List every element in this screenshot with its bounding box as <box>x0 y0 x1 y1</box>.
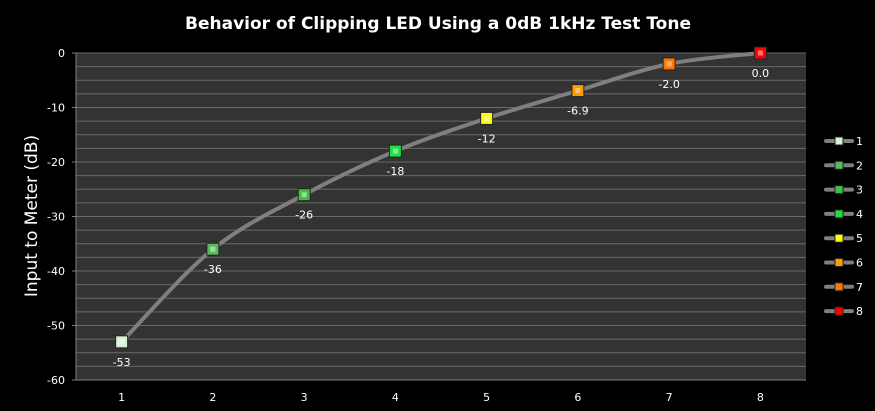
legend-label: 8 <box>856 305 863 318</box>
chart-title: Behavior of Clipping LED Using a 0dB 1kH… <box>185 14 691 34</box>
data-point <box>116 336 128 348</box>
legend-marker <box>834 136 844 146</box>
x-tick-label: 2 <box>209 391 216 404</box>
data-point <box>663 58 675 70</box>
x-tick-label: 1 <box>118 391 125 404</box>
legend-item: 7 <box>824 281 863 294</box>
data-point <box>207 243 219 255</box>
legend-item: 3 <box>824 184 863 197</box>
data-point <box>389 145 401 157</box>
legend-item: 8 <box>824 305 863 318</box>
legend-label: 1 <box>856 135 863 148</box>
data-point-highlight <box>666 61 672 67</box>
data-point-highlight <box>757 50 763 56</box>
data-point-highlight <box>392 148 398 154</box>
data-points <box>115 46 767 349</box>
legend-marker <box>834 185 844 195</box>
data-point <box>572 85 584 97</box>
legend-item: 4 <box>824 208 863 221</box>
legend-label: 2 <box>856 159 863 172</box>
legend-marker <box>834 233 844 243</box>
legend-marker <box>834 306 844 316</box>
data-point-highlight <box>210 246 216 252</box>
y-axis-ticks: 0 -10 -20 -30 -40 -50 -60 <box>47 47 76 387</box>
data-point <box>298 189 310 201</box>
data-label: 0.0 <box>752 67 770 80</box>
legend-label: 3 <box>856 184 863 197</box>
data-label: -2.0 <box>658 78 679 91</box>
legend-label: 7 <box>856 281 863 294</box>
data-label: -18 <box>386 165 404 178</box>
x-tick-label: 7 <box>666 391 673 404</box>
y-tick-label: -20 <box>47 156 65 169</box>
gridlines <box>75 52 806 381</box>
legend-item: 1 <box>824 135 863 148</box>
legend-label: 4 <box>856 208 863 221</box>
legend-label: 5 <box>856 232 863 245</box>
x-tick-label: 6 <box>574 391 581 404</box>
data-label: -12 <box>478 132 496 145</box>
y-tick-label: 0 <box>58 47 65 60</box>
y-tick-label: -50 <box>47 320 65 333</box>
data-point <box>754 47 766 59</box>
y-tick-label: -30 <box>47 211 65 224</box>
data-label: -53 <box>113 356 131 369</box>
data-point-highlight <box>484 115 490 121</box>
data-point-highlight <box>575 88 581 94</box>
data-point-highlight <box>301 192 307 198</box>
y-tick-label: -40 <box>47 265 65 278</box>
x-tick-label: 5 <box>483 391 490 404</box>
data-label: -6.9 <box>567 105 588 118</box>
legend-marker <box>834 160 844 170</box>
data-label: -26 <box>295 209 313 222</box>
y-tick-label: -60 <box>47 374 65 387</box>
legend-marker <box>834 209 844 219</box>
x-tick-label: 3 <box>301 391 308 404</box>
legend-label: 6 <box>856 257 863 270</box>
x-axis-ticks: 1 2 3 4 5 6 7 8 <box>118 391 764 404</box>
legend-item: 6 <box>824 257 863 270</box>
data-labels: -53 -36 -26 -18 -12 -6.9 -2.0 0.0 <box>113 67 769 369</box>
y-tick-label: -10 <box>47 102 65 115</box>
legend-marker <box>834 258 844 267</box>
data-label: -36 <box>204 263 222 276</box>
legend-item: 5 <box>824 232 863 245</box>
y-axis-label: Input to Meter (dB) <box>22 135 42 297</box>
x-tick-label: 4 <box>392 391 399 404</box>
legend-item: 2 <box>824 159 863 172</box>
x-tick-label: 8 <box>757 391 764 404</box>
data-point <box>481 112 493 124</box>
data-point-highlight <box>119 339 125 345</box>
legend: 1 2 3 4 5 6 7 8 <box>824 135 863 318</box>
legend-marker <box>834 282 844 292</box>
